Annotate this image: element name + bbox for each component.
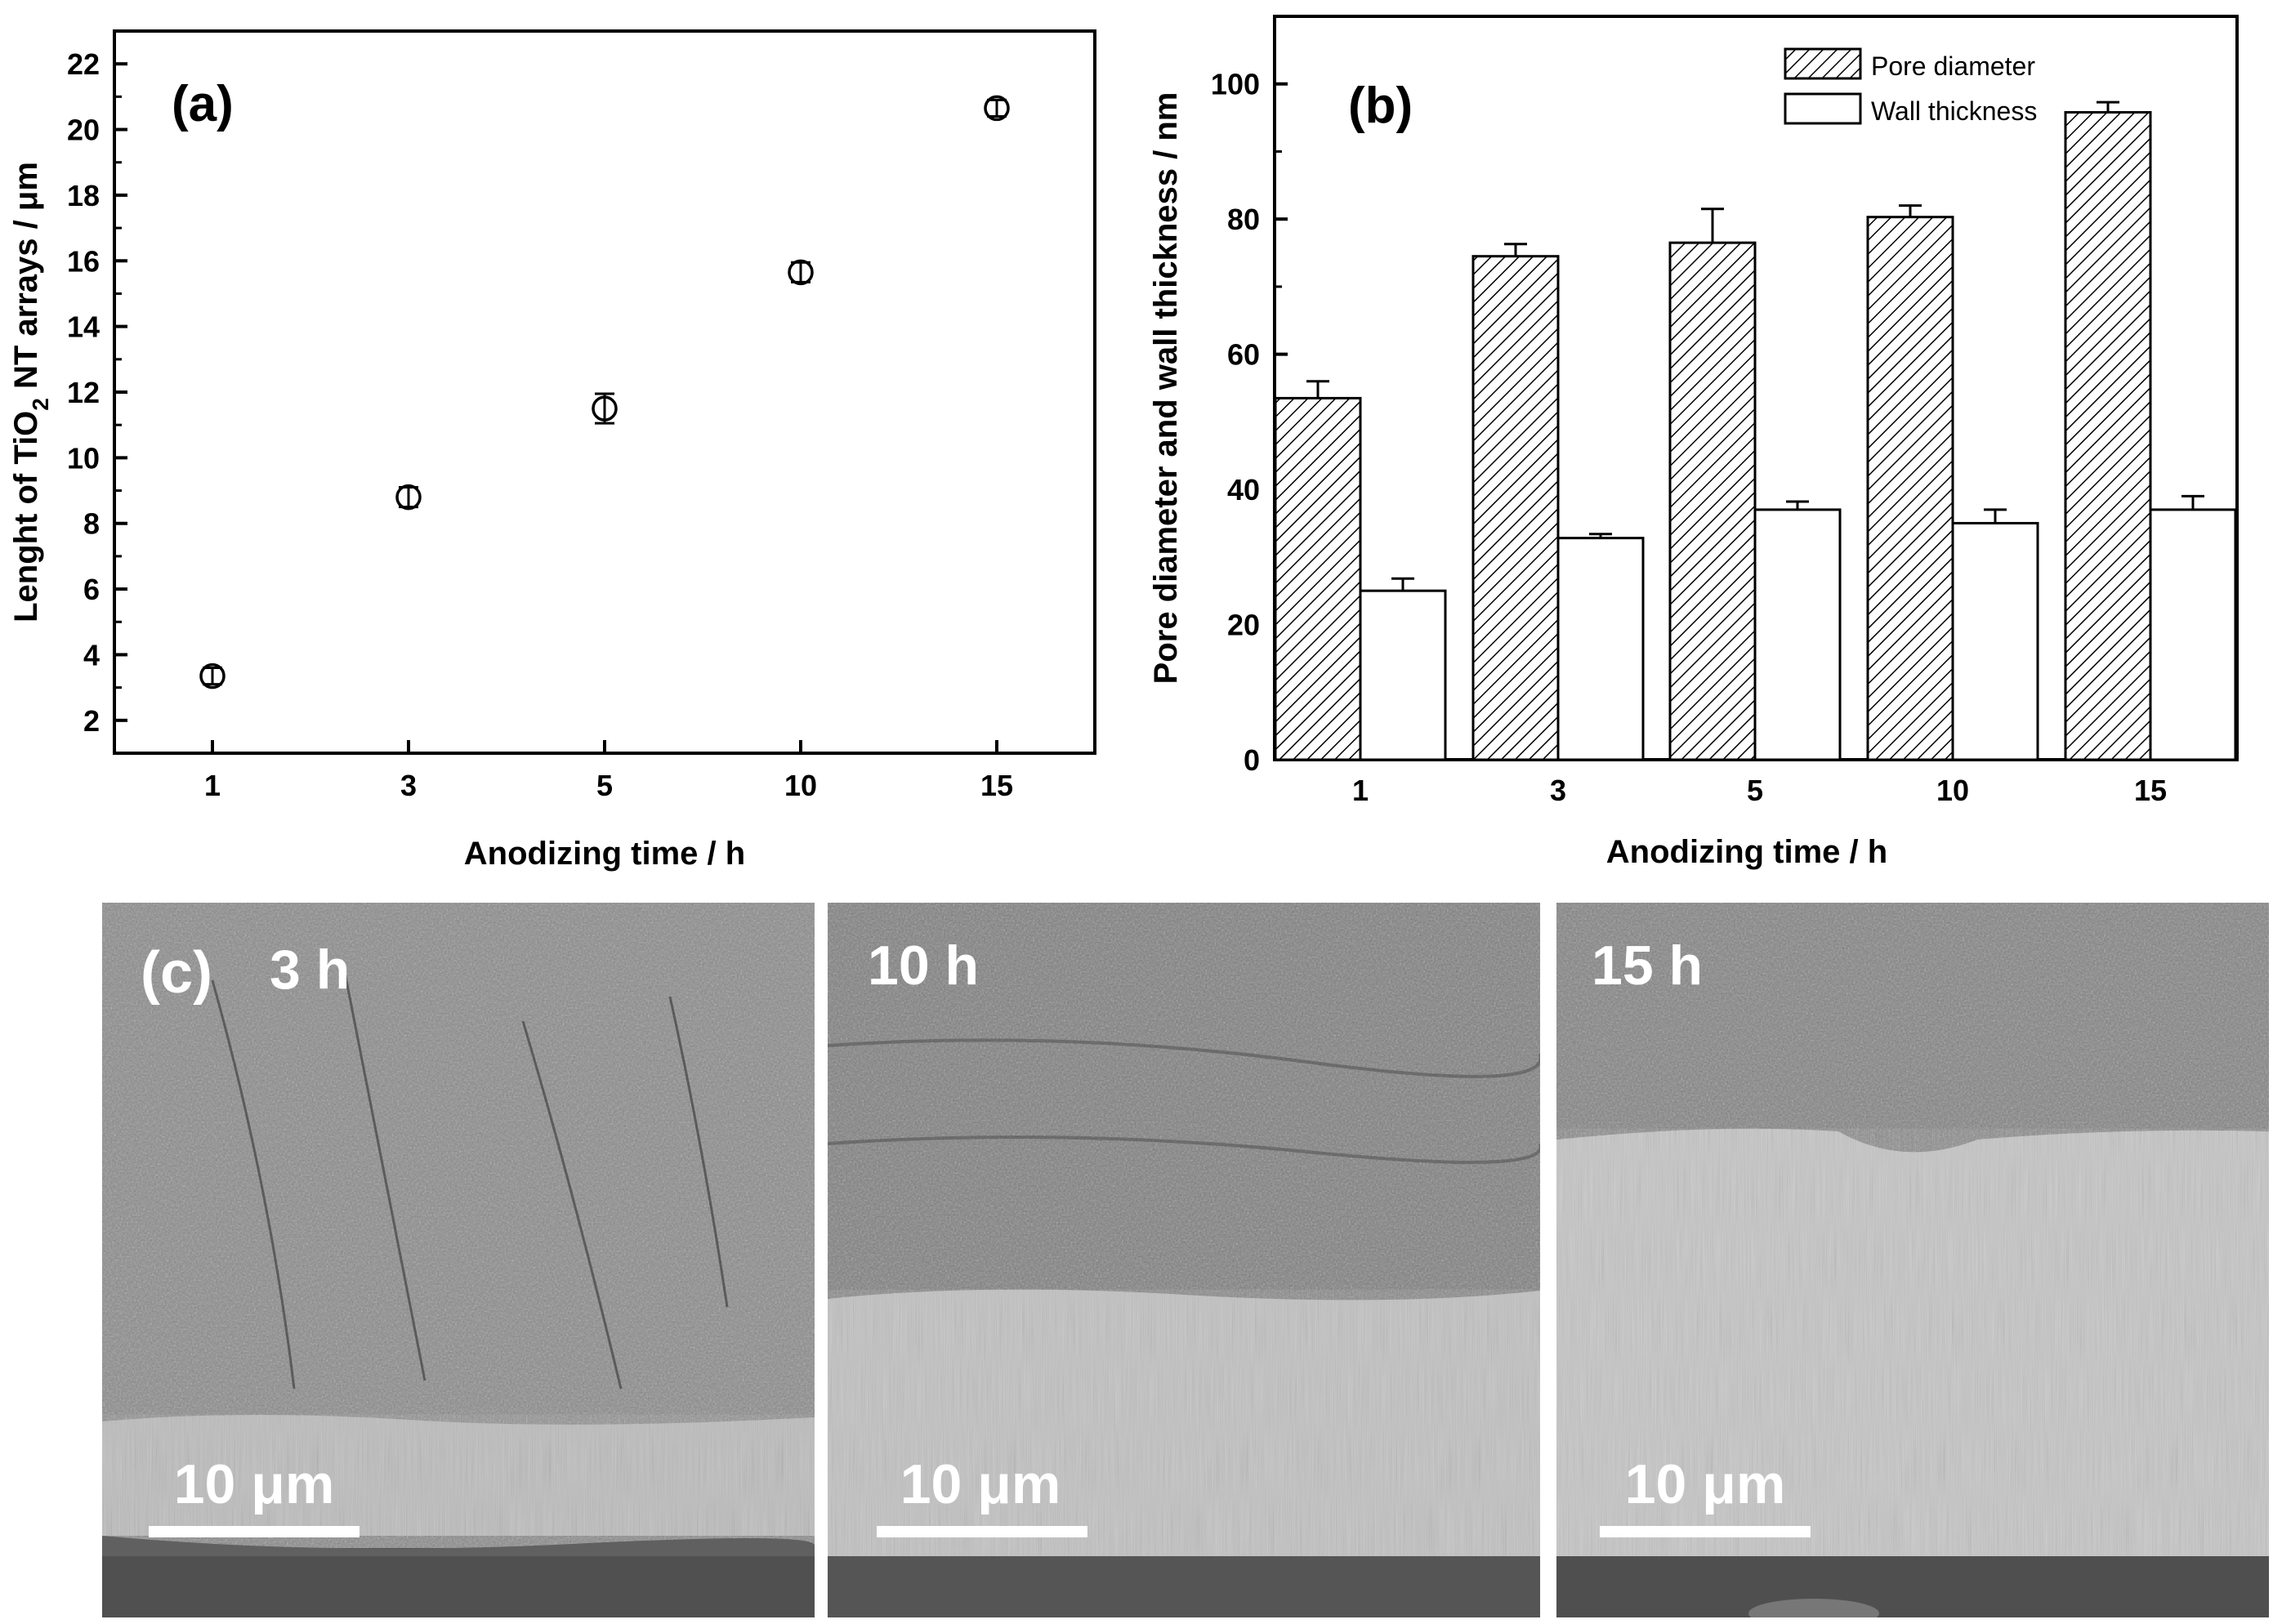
x-tick-label: 3: [400, 769, 417, 802]
x-tick-label: 3: [1550, 774, 1566, 807]
y-tick-label: 8: [83, 507, 100, 541]
y-tick-label: 2: [83, 704, 100, 738]
panel-b-y-axis-label: Pore diameter and wall thickness / nm: [1148, 92, 1184, 685]
legend-label-pore-diameter: Pore diameter: [1871, 51, 2035, 81]
panel-b-x-axis-label: Anodizing time / h: [1606, 834, 1887, 870]
bar-pore-diameter: [2064, 110, 2152, 761]
bar-wall-thickness: [1359, 589, 1447, 761]
bar-pore-diameter: [1668, 241, 1757, 761]
panel-a-y-label-sub: 2: [28, 398, 53, 411]
x-tick-label: 5: [1747, 774, 1763, 807]
panel-a-plot-frame: [113, 29, 1096, 755]
scale-bar-10h: 10 μm: [877, 1453, 1087, 1537]
panel-a-label: (a): [172, 76, 234, 132]
y-tick-label: 80: [1227, 203, 1260, 236]
x-tick-label: 1: [1352, 774, 1369, 807]
sem-image-15h: [1556, 903, 2269, 1617]
x-tick-label: 10: [1936, 774, 1969, 807]
legend: Pore diameter Wall thickness: [1784, 47, 2037, 126]
scale-bar-label-15h: 10 μm: [1625, 1453, 1786, 1515]
bar-wall-thickness: [1951, 521, 2039, 761]
x-tick-label: 5: [596, 769, 613, 802]
y-tick-label: 40: [1227, 473, 1260, 506]
panel-a-y-label-pre: Lenght of TiO: [8, 411, 44, 622]
data-point: [199, 663, 226, 689]
legend-swatch-pore-diameter: [1784, 47, 1862, 80]
panel-b-label: (b): [1348, 78, 1413, 134]
scale-bar-label-3h: 10 μm: [174, 1453, 335, 1515]
bar-wall-thickness: [2149, 508, 2237, 761]
panel-c-label: (c): [141, 940, 212, 1006]
bar-pore-diameter: [1866, 216, 1954, 761]
y-tick-label: 10: [67, 441, 100, 475]
data-point: [592, 395, 618, 422]
y-tick-label: 60: [1227, 338, 1260, 372]
x-tick-label: 1: [204, 769, 221, 802]
y-tick-label: 18: [67, 179, 100, 212]
panel-b-bars: [1274, 100, 2237, 761]
y-tick-label: 20: [67, 114, 100, 147]
bar-pore-diameter: [1274, 396, 1362, 761]
y-tick-label: 6: [83, 573, 100, 606]
panel-a-x-axis-label: Anodizing time / h: [464, 836, 745, 872]
legend-swatch-wall-thickness: [1784, 92, 1862, 125]
panel-a-y-ticks: 2 4 6 8 10 12 14 16 18 20 22: [67, 47, 127, 738]
y-tick-label: 14: [67, 310, 100, 344]
data-point: [395, 484, 422, 511]
sem-image-10h: [828, 903, 1540, 1617]
y-tick-label: 20: [1227, 609, 1260, 642]
panel-b: 0 20 40 60 80 100 1 3 5 10 15 (b) Anodizing time …: [1148, 15, 2239, 870]
sem-time-label-15h: 15 h: [1592, 935, 1703, 997]
y-tick-label: 100: [1211, 68, 1260, 101]
x-tick-label: 15: [2134, 774, 2167, 807]
x-tick-label: 15: [980, 769, 1013, 802]
panel-c: (c) 3 h 10 h 15 h 10 μm 10 μm 10 μm: [102, 903, 2269, 1624]
panel-a-y-label-post: NT arrays / μm: [8, 162, 44, 398]
sem-image-3h: [102, 903, 815, 1617]
panel-a-y-axis-label: Lenght of TiO2 NT arrays / μm: [8, 162, 53, 622]
bar-pore-diameter: [1471, 255, 1560, 761]
scale-bar-3h: 10 μm: [149, 1453, 359, 1537]
panel-b-y-ticks: 0 20 40 60 80 100: [1211, 68, 1288, 777]
y-tick-label: 12: [67, 376, 100, 409]
y-tick-label: 4: [83, 638, 100, 671]
panel-a: 2 4 6 8 10 12 14 16 18 20 22 1 3 5 10 15 (a) Anodizing…: [8, 29, 1096, 872]
y-tick-label: 16: [67, 244, 100, 278]
y-tick-label: 0: [1244, 743, 1260, 777]
panel-a-x-ticks: 1 3 5 10 15: [204, 740, 1013, 802]
panel-a-points: [199, 95, 1010, 689]
legend-label-wall-thickness: Wall thickness: [1871, 96, 2037, 126]
x-tick-label: 10: [784, 769, 817, 802]
sem-time-label-10h: 10 h: [868, 935, 979, 997]
bar-wall-thickness: [1556, 537, 1645, 761]
scale-bar-15h: 10 μm: [1600, 1453, 1811, 1537]
y-tick-label: 22: [67, 47, 100, 81]
data-point: [788, 259, 814, 286]
sem-time-label-3h: 3 h: [270, 939, 350, 1001]
scale-bar-label-10h: 10 μm: [900, 1453, 1061, 1515]
data-point: [984, 95, 1010, 122]
bar-wall-thickness: [1753, 508, 1842, 761]
